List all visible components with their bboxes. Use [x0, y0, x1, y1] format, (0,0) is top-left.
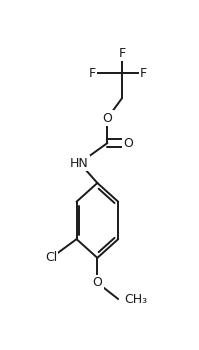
Text: F: F: [118, 47, 126, 60]
Text: O: O: [123, 136, 133, 149]
Text: O: O: [102, 112, 112, 125]
Text: Cl: Cl: [45, 251, 57, 264]
Text: F: F: [140, 67, 147, 80]
Text: O: O: [92, 276, 102, 289]
Text: HN: HN: [70, 156, 89, 169]
Text: CH₃: CH₃: [124, 293, 147, 306]
Text: F: F: [88, 67, 96, 80]
